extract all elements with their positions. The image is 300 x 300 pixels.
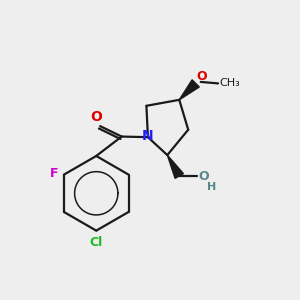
Text: CH₃: CH₃: [220, 78, 240, 88]
Text: Cl: Cl: [90, 236, 103, 249]
Text: O: O: [91, 110, 103, 124]
Polygon shape: [167, 155, 183, 178]
Text: O: O: [196, 70, 207, 83]
Text: F: F: [50, 167, 58, 180]
Polygon shape: [179, 80, 199, 100]
Text: H: H: [207, 182, 216, 192]
Text: O: O: [198, 170, 209, 183]
Text: N: N: [142, 129, 154, 143]
